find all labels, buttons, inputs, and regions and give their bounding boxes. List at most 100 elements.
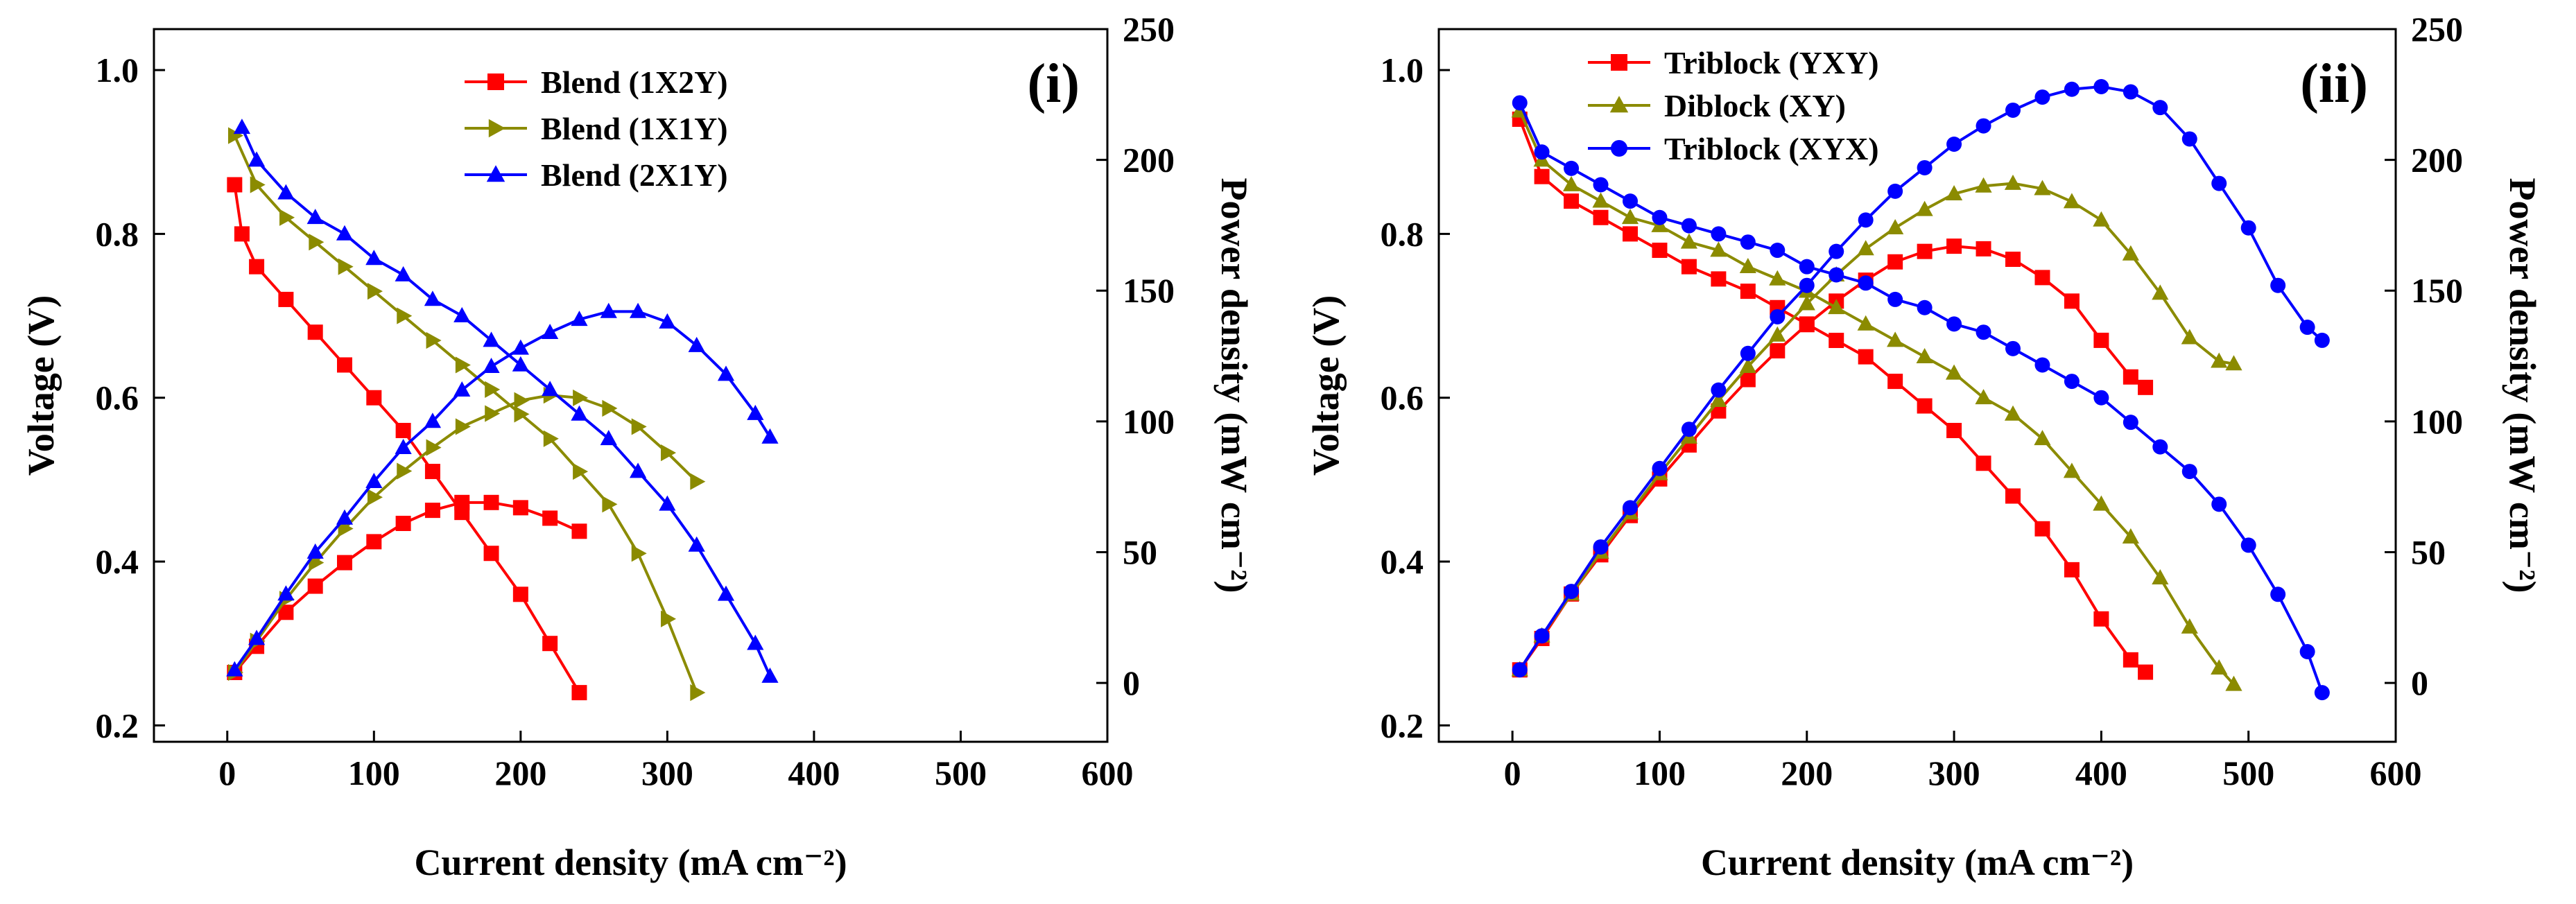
power-point [424,503,440,519]
power-point [747,404,764,420]
y-left-axis-title: Voltage (V) [20,295,62,476]
power-point [1946,238,1962,254]
power-point [571,311,588,327]
power-point [453,381,471,397]
power-point [307,578,323,594]
series-0 [227,177,587,701]
x-tick-label: 600 [2370,754,2422,792]
series-1 [227,127,706,702]
voltage-point [1945,364,1963,380]
power-point [278,605,294,620]
power-point [2181,329,2198,345]
voltage-point [2138,664,2154,680]
voltage-point [1770,243,1786,259]
power-point [1976,118,1991,134]
voltage-point [1857,315,1874,331]
panel-label: (i) [1027,53,1080,114]
power-point [1975,177,1992,193]
voltage-point [1917,398,1933,414]
voltage-point [747,634,764,650]
voltage-point [2063,462,2081,478]
voltage-point [1711,271,1727,287]
power-point [2123,369,2138,385]
power-point [661,444,677,462]
power-point [1593,539,1609,555]
voltage-point [250,176,266,193]
legend-label: Blend (1X1Y) [541,111,728,146]
voltage-point [397,307,413,324]
y-right-tick-label: 100 [2411,402,2463,441]
power-point [483,494,499,510]
power-point [1769,326,1786,342]
power-point [2299,320,2315,336]
power-point [690,473,706,490]
y-right-tick-label: 0 [2411,663,2428,702]
y-right-tick-label: 150 [2411,271,2463,310]
voltage-point [1680,233,1698,249]
x-axis-title: Current density (mA cm⁻²) [414,842,847,883]
legend-label: Triblock (XYX) [1664,131,1879,166]
voltage-point [2064,374,2080,390]
power-point [1917,159,1933,175]
voltage-point [602,496,618,513]
legend-label: Blend (1X2Y) [541,64,728,100]
voltage-point [631,545,647,562]
power-point [1829,243,1844,259]
power-point [1652,460,1668,476]
voltage-point [1975,389,1992,405]
voltage-point [2034,521,2050,537]
power-point [2093,332,2109,348]
voltage-point [600,430,617,446]
power-point [1799,317,1815,333]
power-point [2138,379,2154,395]
power-point [542,510,558,526]
voltage-point [571,685,587,701]
power-point [2123,84,2138,100]
legend-swatch-marker [1611,140,1627,157]
y-left-axis-title: Voltage (V) [1305,295,1347,476]
x-tick-label: 100 [348,754,400,792]
voltage-point [1976,324,1991,340]
voltage-point [717,585,735,601]
voltage-point [1799,259,1815,275]
voltage-point [424,464,440,480]
voltage-point [2004,405,2022,421]
voltage-point [234,226,250,242]
voltage-point [1829,333,1844,349]
legend-label: Triblock (YXY) [1664,45,1879,80]
legend: Triblock (YXY) Diblock (XY) Triblock (XYX) [1588,45,1879,166]
voltage-point [1917,299,1933,315]
voltage-point [426,331,442,349]
power-point [337,555,352,571]
voltage-point [2005,340,2021,356]
power-point [1681,421,1697,437]
panel-label: (ii) [2300,53,2368,114]
power-point [455,418,471,435]
voltage-point [367,283,383,300]
power-point [1739,357,1756,373]
power-point [600,302,617,318]
power-point [1858,212,1874,228]
legend-swatch-marker [1609,96,1629,113]
voltage-point [2240,537,2256,553]
power-point [2240,220,2256,236]
voltage-point [1512,95,1528,111]
voltage-point [1740,234,1756,250]
voltage-point [483,546,499,562]
power-point [629,302,647,318]
power-point [1798,295,1815,311]
voltage-point [485,381,501,399]
voltage-point [1946,316,1962,332]
power-point [1887,183,1903,199]
power-point [1740,345,1756,361]
power-point [1711,382,1727,398]
voltage-point [543,430,559,447]
power-point [602,399,618,417]
voltage-point [690,684,706,702]
power-point [717,365,735,381]
x-tick-label: 0 [218,754,236,792]
y-right-tick-label: 250 [2411,10,2463,49]
power-point [1740,372,1756,388]
y-left-tick-label: 0.8 [1381,214,1424,253]
x-tick-label: 100 [1634,754,1686,792]
